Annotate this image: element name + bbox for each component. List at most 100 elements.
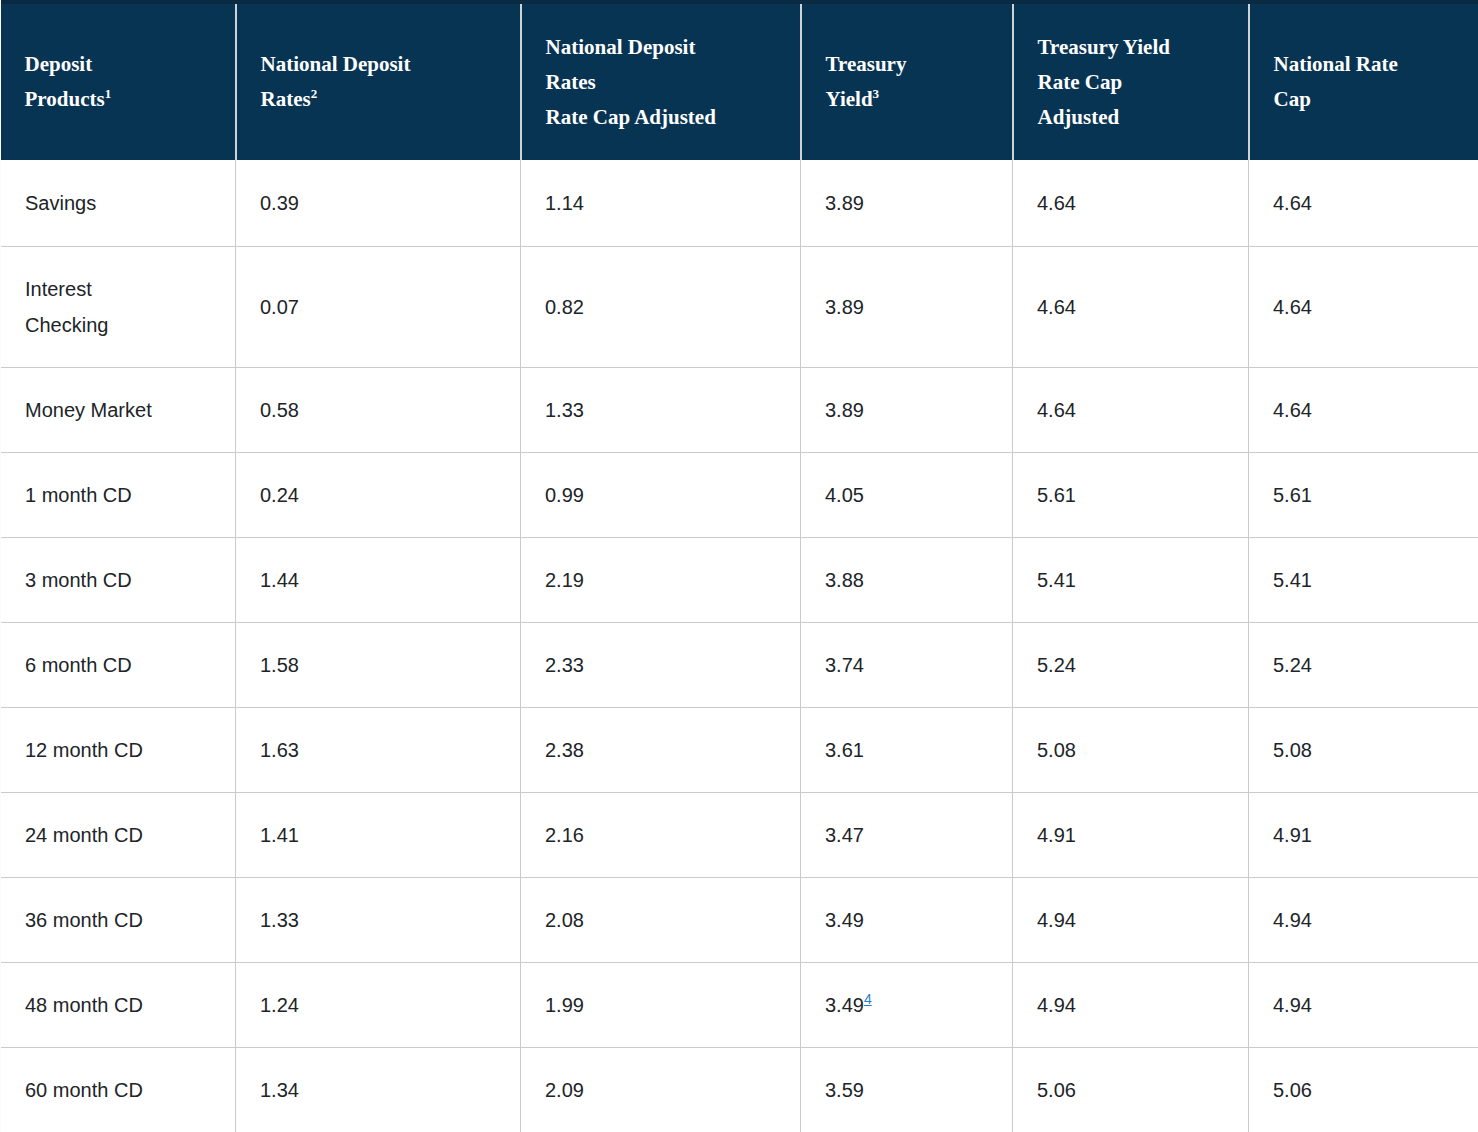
product-label: Checking	[25, 314, 108, 336]
cell-value: 4.64	[1013, 367, 1249, 452]
cell-value-text: 5.61	[1037, 484, 1076, 506]
cell-value-text: 2.16	[545, 824, 584, 846]
cell-value: 5.61	[1249, 452, 1478, 537]
cell-product: Savings	[1, 160, 236, 246]
table-row-savings: Savings0.391.143.894.644.64	[1, 160, 1478, 246]
col-header-deposit-products: DepositProducts1	[1, 2, 236, 160]
cell-value-text: 3.89	[825, 296, 864, 318]
cell-value: 2.08	[521, 877, 801, 962]
cell-value: 4.91	[1249, 792, 1478, 877]
cell-value-text: 1.41	[260, 824, 299, 846]
cell-value-text: 3.88	[825, 569, 864, 591]
header-footnote-marker-1: 1	[105, 86, 112, 101]
col-header-national-deposit-rates-rate-cap-adjusted: National DepositRatesRate Cap Adjusted	[521, 2, 801, 160]
product-label: 12 month CD	[25, 739, 143, 761]
cell-value: 5.61	[1013, 452, 1249, 537]
cell-value-text: 1.33	[260, 909, 299, 931]
product-label: Savings	[25, 192, 96, 214]
cell-value: 5.08	[1013, 707, 1249, 792]
table-row-3-month-cd: 3 month CD1.442.193.885.415.41	[1, 537, 1478, 622]
cell-value-text: 4.64	[1273, 296, 1312, 318]
footnote-4-link[interactable]: 4	[864, 991, 872, 1007]
product-label: 48 month CD	[25, 994, 143, 1016]
col-header-text: Rates	[261, 87, 311, 111]
cell-value: 0.58	[236, 367, 521, 452]
cell-value: 0.07	[236, 246, 521, 367]
cell-value-text: 4.91	[1037, 824, 1076, 846]
cell-value-text: 2.19	[545, 569, 584, 591]
cell-value: 1.24	[236, 962, 521, 1047]
table-row-60-month-cd: 60 month CD1.342.093.595.065.06	[1, 1047, 1478, 1132]
product-label: 1 month CD	[25, 484, 132, 506]
cell-value-text: 4.94	[1037, 994, 1076, 1016]
col-header-treasury-yield-rate-cap-adjusted: Treasury YieldRate CapAdjusted	[1013, 2, 1249, 160]
cell-value-text: 5.24	[1037, 654, 1076, 676]
table-row-money-market: Money Market0.581.333.894.644.64	[1, 367, 1478, 452]
header-footnote-marker-2: 2	[311, 86, 318, 101]
deposit-rates-table: DepositProducts1National DepositRates2Na…	[0, 0, 1478, 1132]
cell-value: 4.91	[1013, 792, 1249, 877]
cell-value-text: 1.33	[545, 399, 584, 421]
col-header-text: National Rate	[1274, 52, 1398, 76]
cell-value-text: 4.94	[1273, 994, 1312, 1016]
header-footnote-marker-3: 3	[873, 86, 880, 101]
col-header-national-rate-cap: National Rate Cap	[1249, 2, 1478, 160]
cell-value: 5.41	[1249, 537, 1478, 622]
table-header-row: DepositProducts1National DepositRates2Na…	[1, 2, 1478, 160]
col-header-text: Cap	[1274, 87, 1311, 111]
cell-value-text: 0.24	[260, 484, 299, 506]
cell-value: 4.05	[801, 452, 1013, 537]
cell-value-text: 4.64	[1037, 192, 1076, 214]
col-header-text: Yield	[826, 87, 873, 111]
cell-value-text: 3.47	[825, 824, 864, 846]
cell-value: 4.94	[1013, 962, 1249, 1047]
cell-value: 1.99	[521, 962, 801, 1047]
cell-value-text: 5.24	[1273, 654, 1312, 676]
table-row-48-month-cd: 48 month CD 1.24 1.99 3.494 4.94 4.94	[1, 962, 1478, 1047]
cell-value: 4.94	[1013, 877, 1249, 962]
col-header-text: Adjusted	[1038, 105, 1120, 129]
cell-value: 0.39	[236, 160, 521, 246]
cell-value: 4.64	[1249, 246, 1478, 367]
cell-value-text: 0.82	[545, 296, 584, 318]
cell-value: 5.41	[1013, 537, 1249, 622]
cell-value-text: 1.24	[260, 994, 299, 1016]
col-header-treasury-yield: Treasury Yield3	[801, 2, 1013, 160]
cell-value-text: 3.61	[825, 739, 864, 761]
cell-value-text: 1.99	[545, 994, 584, 1016]
cell-value: 4.94	[1249, 962, 1478, 1047]
cell-value: 1.63	[236, 707, 521, 792]
cell-value: 0.99	[521, 452, 801, 537]
cell-value-text: 2.33	[545, 654, 584, 676]
table-row-36-month-cd: 36 month CD1.332.083.494.944.94	[1, 877, 1478, 962]
table-row-interest-checking: InterestChecking0.070.823.894.644.64	[1, 246, 1478, 367]
cell-value: 3.74	[801, 622, 1013, 707]
cell-value: 1.41	[236, 792, 521, 877]
deposit-rates-table-container: DepositProducts1National DepositRates2Na…	[0, 0, 1478, 1132]
cell-product: 1 month CD	[1, 452, 236, 537]
table-header: DepositProducts1National DepositRates2Na…	[1, 2, 1478, 160]
cell-value-text: 4.64	[1273, 192, 1312, 214]
cell-value: 3.47	[801, 792, 1013, 877]
cell-value: 0.82	[521, 246, 801, 367]
cell-value: 0.24	[236, 452, 521, 537]
cell-value-text: 1.63	[260, 739, 299, 761]
cell-value: 1.34	[236, 1047, 521, 1132]
cell-value-text: 3.49	[825, 994, 864, 1016]
cell-value: 5.24	[1013, 622, 1249, 707]
cell-value: 5.06	[1013, 1047, 1249, 1132]
product-label: 36 month CD	[25, 909, 143, 931]
footnote-marker: 4	[864, 991, 872, 1007]
col-header-text: Treasury	[826, 52, 907, 76]
cell-value-text: 5.41	[1273, 569, 1312, 591]
cell-value: 2.19	[521, 537, 801, 622]
cell-value-text: 1.14	[545, 192, 584, 214]
col-header-text: Rate Cap	[1038, 70, 1123, 94]
cell-value-text: 2.09	[545, 1079, 584, 1101]
col-header-text: National Deposit	[546, 35, 696, 59]
cell-value-text: 4.05	[825, 484, 864, 506]
cell-value: 1.14	[521, 160, 801, 246]
cell-value-text: 5.08	[1273, 739, 1312, 761]
cell-product: 60 month CD	[1, 1047, 236, 1132]
col-header-text: Rates	[546, 70, 596, 94]
